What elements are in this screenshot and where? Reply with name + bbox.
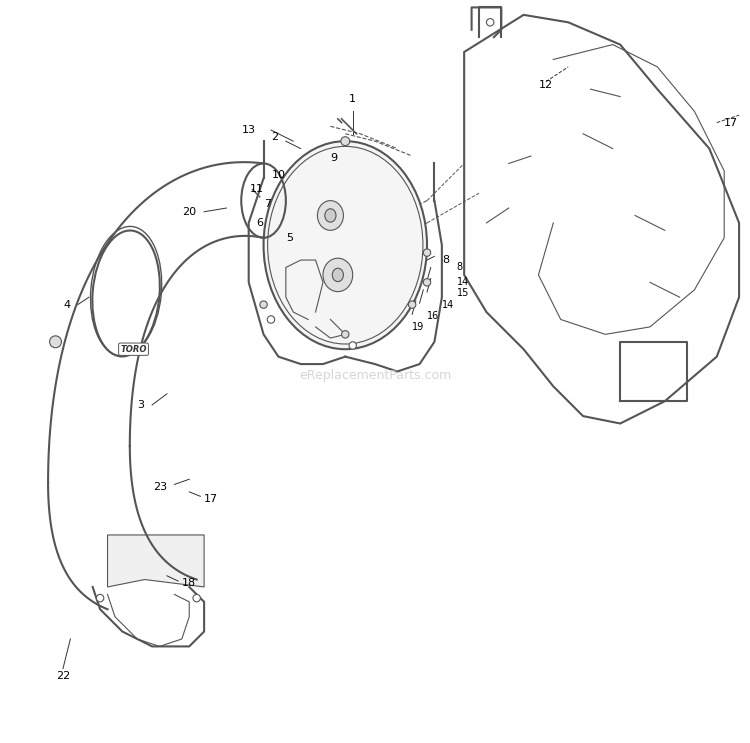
Text: 11: 11 <box>250 184 263 195</box>
Circle shape <box>50 336 62 348</box>
Ellipse shape <box>317 201 344 230</box>
Ellipse shape <box>423 279 430 286</box>
Text: 19: 19 <box>413 322 424 332</box>
Text: 6: 6 <box>256 218 263 228</box>
Ellipse shape <box>260 301 267 308</box>
Text: 4: 4 <box>63 299 70 310</box>
Ellipse shape <box>325 209 336 222</box>
Text: 22: 22 <box>56 671 70 681</box>
Text: 10: 10 <box>272 169 286 180</box>
Circle shape <box>487 19 494 26</box>
Text: 12: 12 <box>538 80 553 91</box>
Text: 14: 14 <box>442 299 454 310</box>
Text: 5: 5 <box>286 233 293 243</box>
Text: 9: 9 <box>331 154 338 163</box>
Circle shape <box>349 342 356 349</box>
Polygon shape <box>107 535 204 587</box>
Circle shape <box>193 594 200 602</box>
Ellipse shape <box>341 331 349 338</box>
Text: 20: 20 <box>182 207 196 217</box>
Text: 17: 17 <box>724 117 738 128</box>
Text: 3: 3 <box>138 400 145 410</box>
Text: 15: 15 <box>457 288 469 299</box>
Circle shape <box>96 594 104 602</box>
Ellipse shape <box>323 259 352 292</box>
Text: 18: 18 <box>182 578 196 588</box>
Text: 1: 1 <box>350 94 356 104</box>
Text: 13: 13 <box>242 125 256 135</box>
Text: eReplacementParts.com: eReplacementParts.com <box>298 369 452 382</box>
Ellipse shape <box>340 137 350 146</box>
Text: 2: 2 <box>272 132 278 143</box>
Text: 17: 17 <box>204 494 218 504</box>
Text: 7: 7 <box>264 199 271 210</box>
Text: 8: 8 <box>442 255 449 265</box>
Ellipse shape <box>423 249 430 256</box>
Ellipse shape <box>332 268 344 282</box>
Text: 14: 14 <box>457 277 469 288</box>
Text: TORO: TORO <box>120 345 147 354</box>
Text: 23: 23 <box>153 481 167 492</box>
Circle shape <box>267 316 274 323</box>
Ellipse shape <box>409 301 416 308</box>
Text: 8: 8 <box>457 262 463 273</box>
Text: 16: 16 <box>427 311 439 321</box>
Ellipse shape <box>263 141 427 349</box>
